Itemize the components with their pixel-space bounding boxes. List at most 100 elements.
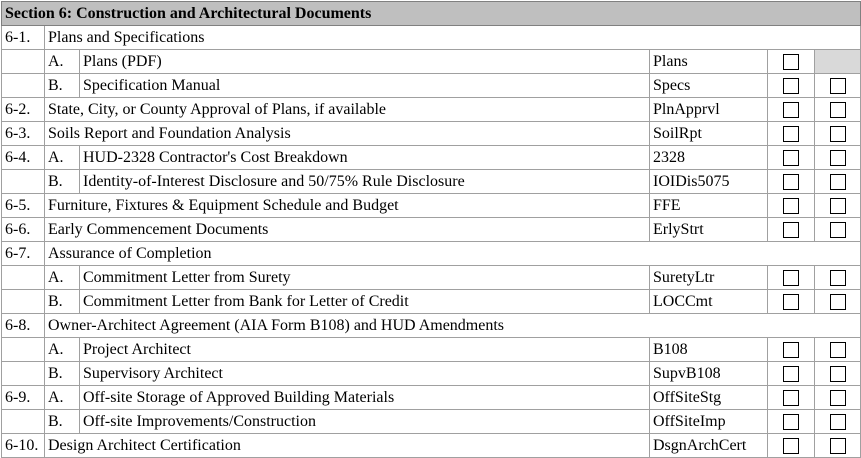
item-letter: A. bbox=[44, 337, 80, 362]
checkbox-cell bbox=[767, 121, 815, 146]
empty-cell bbox=[813, 49, 861, 74]
row: A. Project Architect B108 bbox=[1, 337, 861, 362]
item-text: Identity-of-Interest Disclosure and 50/7… bbox=[79, 169, 650, 194]
checkbox[interactable] bbox=[783, 102, 799, 119]
checkbox-cell bbox=[767, 337, 815, 362]
checkbox-cell bbox=[767, 217, 815, 242]
item-letter: A. bbox=[44, 265, 80, 290]
item-text: Design Architect Certification bbox=[44, 433, 650, 458]
row: 6-5. Furniture, Fixtures & Equipment Sche… bbox=[1, 193, 861, 218]
item-text: Specification Manual bbox=[79, 73, 650, 98]
item-number bbox=[1, 265, 45, 290]
item-letter: A. bbox=[44, 145, 80, 170]
item-text: HUD-2328 Contractor's Cost Breakdown bbox=[79, 145, 650, 170]
item-number: 6-6. bbox=[1, 217, 45, 242]
checkbox-cell bbox=[813, 385, 861, 410]
checkbox-cell bbox=[813, 217, 861, 242]
item-number bbox=[1, 361, 45, 386]
item-text: Plans (PDF) bbox=[79, 49, 650, 74]
item-letter: B. bbox=[44, 169, 80, 194]
item-code: OffSiteImp bbox=[649, 409, 768, 434]
checkbox[interactable] bbox=[783, 366, 799, 383]
checkbox-cell bbox=[767, 385, 815, 410]
item-number bbox=[1, 409, 45, 434]
item-text: State, City, or County Approval of Plans… bbox=[44, 97, 650, 122]
row: A. Plans (PDF) Plans bbox=[1, 49, 861, 74]
checkbox[interactable] bbox=[783, 294, 799, 311]
checkbox[interactable] bbox=[783, 54, 799, 71]
checkbox[interactable] bbox=[829, 270, 846, 287]
item-number bbox=[1, 73, 45, 98]
item-number: 6-4. bbox=[1, 145, 45, 170]
row: B. Specification Manual Specs bbox=[1, 73, 861, 98]
checkbox[interactable] bbox=[783, 78, 799, 95]
item-code: Specs bbox=[649, 73, 768, 98]
item-code: IOIDis5075 bbox=[649, 169, 768, 194]
checkbox[interactable] bbox=[829, 126, 846, 143]
checkbox[interactable] bbox=[783, 390, 799, 407]
checkbox[interactable] bbox=[829, 102, 846, 119]
item-text: Early Commencement Documents bbox=[44, 217, 650, 242]
item-letter: B. bbox=[44, 289, 80, 314]
row: 6-2. State, City, or County Approval of P… bbox=[1, 97, 861, 122]
item-number: 6-9. bbox=[1, 385, 45, 410]
item-text: Owner-Architect Agreement (AIA Form B108… bbox=[43, 313, 861, 338]
checkbox[interactable] bbox=[829, 294, 846, 311]
checkbox-cell bbox=[813, 145, 861, 170]
row: 6-9. A. Off-site Storage of Approved Build… bbox=[1, 385, 861, 410]
row: 6-1. Plans and Specifications bbox=[1, 25, 861, 50]
checkbox[interactable] bbox=[783, 174, 799, 191]
checkbox[interactable] bbox=[783, 150, 799, 167]
checkbox[interactable] bbox=[783, 270, 799, 287]
checkbox[interactable] bbox=[829, 174, 846, 191]
item-code: SoilRpt bbox=[649, 121, 768, 146]
checkbox-cell bbox=[767, 169, 815, 194]
item-code: OffSiteStg bbox=[649, 385, 768, 410]
item-number: 6-2. bbox=[1, 97, 45, 122]
checkbox[interactable] bbox=[829, 78, 846, 95]
checkbox[interactable] bbox=[783, 438, 799, 455]
checkbox[interactable] bbox=[829, 342, 846, 359]
item-number: 6-5. bbox=[1, 193, 45, 218]
row: 6-7. Assurance of Completion bbox=[1, 241, 861, 266]
item-number: 6-10. bbox=[1, 433, 45, 458]
row: 6-4. A. HUD-2328 Contractor's Cost Breakdo… bbox=[1, 145, 861, 170]
checkbox[interactable] bbox=[783, 222, 799, 239]
item-code: B108 bbox=[649, 337, 768, 362]
checkbox-cell bbox=[813, 193, 861, 218]
row: B. Off-site Improvements/Construction OffS… bbox=[1, 409, 861, 434]
checkbox[interactable] bbox=[783, 198, 799, 215]
checkbox-cell bbox=[767, 289, 815, 314]
checkbox[interactable] bbox=[783, 414, 799, 431]
item-code: SuretyLtr bbox=[649, 265, 768, 290]
item-text: Assurance of Completion bbox=[43, 241, 861, 266]
item-text: Commitment Letter from Surety bbox=[79, 265, 650, 290]
checkbox[interactable] bbox=[783, 342, 799, 359]
checkbox[interactable] bbox=[829, 198, 846, 215]
checkbox[interactable] bbox=[829, 414, 846, 431]
checkbox[interactable] bbox=[829, 438, 846, 455]
checkbox-cell bbox=[813, 73, 861, 98]
checkbox[interactable] bbox=[829, 390, 846, 407]
item-code: DsgnArchCert bbox=[649, 433, 768, 458]
checkbox-cell bbox=[813, 361, 861, 386]
section-title: Section 6: Construction and Architectura… bbox=[0, 1, 861, 26]
checkbox-cell bbox=[767, 265, 815, 290]
item-code: SupvB108 bbox=[649, 361, 768, 386]
item-letter: B. bbox=[44, 73, 80, 98]
checkbox[interactable] bbox=[829, 222, 846, 239]
checkbox-cell bbox=[813, 337, 861, 362]
row: B. Commitment Letter from Bank for Letter… bbox=[1, 289, 861, 314]
item-code: LOCCmt bbox=[649, 289, 768, 314]
item-code: PlnApprvl bbox=[649, 97, 768, 122]
checkbox[interactable] bbox=[783, 126, 799, 143]
checkbox[interactable] bbox=[829, 366, 846, 383]
checkbox-cell bbox=[767, 145, 815, 170]
row: 6-8. Owner-Architect Agreement (AIA Form … bbox=[1, 313, 861, 338]
item-text: Off-site Storage of Approved Building Ma… bbox=[79, 385, 650, 410]
item-number bbox=[1, 337, 45, 362]
item-number bbox=[1, 49, 45, 74]
checkbox[interactable] bbox=[829, 150, 846, 167]
